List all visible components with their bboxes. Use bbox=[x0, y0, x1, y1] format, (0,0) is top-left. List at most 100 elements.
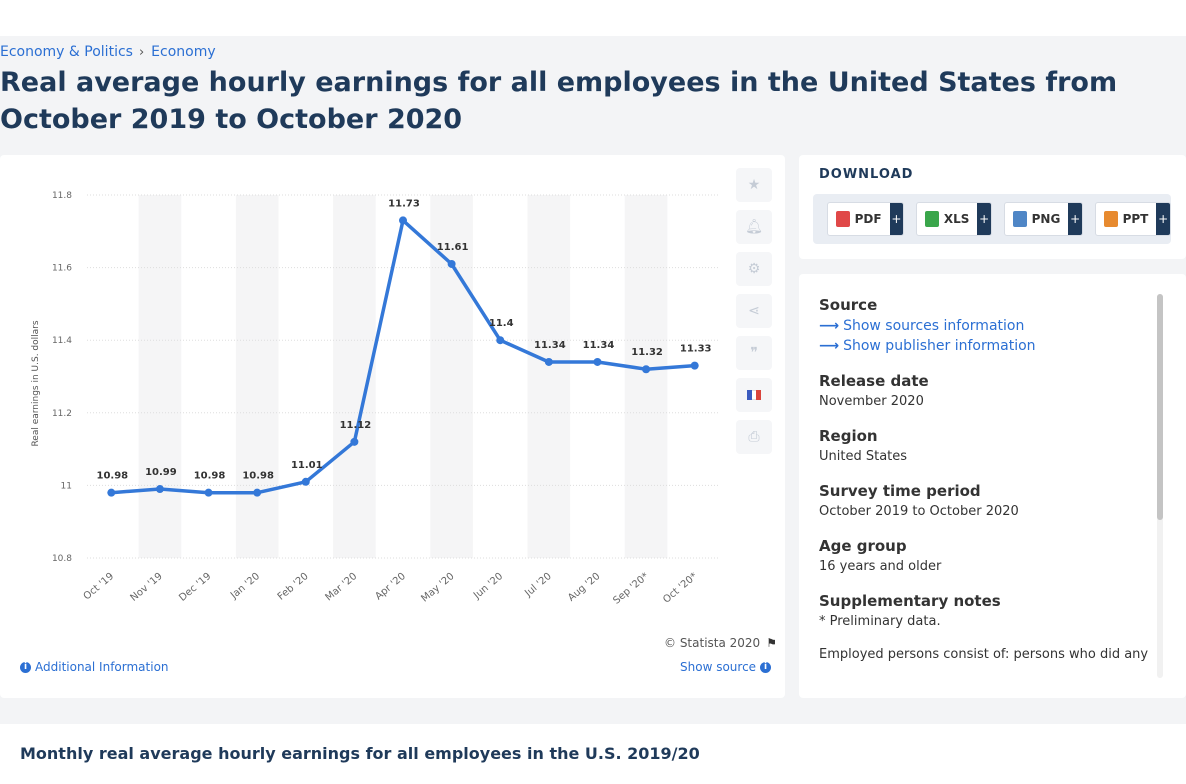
column-band bbox=[624, 195, 668, 558]
data-label: 11.12 bbox=[340, 420, 372, 431]
source-heading: Source bbox=[819, 296, 878, 314]
flag-france-icon[interactable] bbox=[736, 378, 772, 412]
star-icon[interactable]: ★ bbox=[736, 168, 772, 202]
plus-icon: + bbox=[1156, 203, 1170, 235]
page-header bbox=[0, 36, 1186, 154]
data-point[interactable] bbox=[155, 485, 164, 494]
data-label: 10.98 bbox=[242, 471, 274, 482]
data-point[interactable] bbox=[447, 259, 456, 268]
column-bands bbox=[138, 195, 668, 558]
png-icon bbox=[1013, 211, 1027, 227]
line-chart: 10.8 11 11.2 11.4 11.6 11.8 Oct '19 Nov '19 Dec… bbox=[31, 191, 719, 607]
show-source-link[interactable]: Show source i bbox=[680, 660, 772, 674]
x-tick-label: Feb '20 bbox=[276, 571, 311, 603]
plus-icon: + bbox=[1068, 203, 1082, 235]
data-label: 11.33 bbox=[680, 344, 712, 355]
scrollbar-thumb[interactable] bbox=[1157, 294, 1163, 520]
survey-period-value: October 2019 to October 2020 bbox=[819, 504, 1019, 519]
data-point[interactable] bbox=[253, 488, 262, 497]
download-card: DOWNLOAD PDF + XLS + PNG + PPT + bbox=[799, 155, 1186, 259]
related-title[interactable]: Monthly real average hourly earnings for… bbox=[20, 744, 700, 763]
release-date-heading: Release date bbox=[819, 372, 929, 390]
data-label: 11.34 bbox=[583, 340, 615, 351]
region-value: United States bbox=[819, 449, 908, 464]
y-axis-label: Real earnings in U.S. dollars bbox=[31, 320, 41, 446]
show-publisher-link[interactable]: ⟶ Show publisher information bbox=[819, 338, 1149, 354]
data-point[interactable] bbox=[642, 365, 651, 374]
plus-icon: + bbox=[889, 203, 904, 235]
show-sources-label: Show sources information bbox=[843, 318, 1025, 334]
breadcrumb-economy-politics[interactable]: Economy & Politics bbox=[0, 44, 133, 60]
show-publisher-label: Show publisher information bbox=[843, 338, 1036, 354]
data-label: 11.61 bbox=[437, 242, 469, 253]
data-point[interactable] bbox=[204, 488, 213, 497]
xls-icon bbox=[925, 211, 939, 227]
data-label: 11.01 bbox=[291, 460, 323, 471]
info-scrollbar[interactable] bbox=[1157, 294, 1163, 678]
x-tick-label: Mar '20 bbox=[323, 571, 359, 604]
column-band bbox=[430, 195, 473, 558]
x-tick-label: Oct '19 bbox=[82, 571, 117, 603]
download-png-button[interactable]: PNG + bbox=[1004, 202, 1083, 236]
data-point[interactable] bbox=[690, 361, 699, 370]
download-pdf-label: PDF bbox=[854, 212, 882, 226]
download-ppt-button[interactable]: PPT + bbox=[1094, 202, 1171, 236]
column-band bbox=[235, 195, 279, 558]
download-png-label: PNG bbox=[1031, 212, 1061, 226]
x-tick-label: May '20 bbox=[419, 571, 456, 605]
data-labels: 10.98 10.99 10.98 10.98 11.01 11.12 11.73 11.61… bbox=[96, 198, 711, 481]
download-ppt-label: PPT bbox=[1122, 212, 1149, 226]
column-band bbox=[527, 195, 571, 558]
additional-information-link[interactable]: i Additional Information bbox=[20, 660, 169, 674]
x-tick-label: Jan '20 bbox=[228, 571, 262, 602]
x-tick-label: Sep '20* bbox=[611, 571, 651, 607]
supplementary-notes-value: * Preliminary data. bbox=[819, 614, 941, 629]
show-sources-link[interactable]: ⟶ Show sources information bbox=[819, 318, 1149, 334]
page-title: Real average hourly earnings for all emp… bbox=[0, 67, 1118, 135]
share-icon[interactable]: ⋖ bbox=[736, 294, 772, 328]
arrow-right-icon: ⟶ bbox=[819, 338, 840, 354]
y-tick-label: 11.4 bbox=[52, 336, 72, 346]
data-point[interactable] bbox=[350, 437, 359, 446]
region-heading: Region bbox=[819, 427, 878, 445]
series-line bbox=[111, 218, 695, 495]
data-label: 10.98 bbox=[96, 471, 128, 482]
top-bar bbox=[0, 0, 1186, 36]
data-point[interactable] bbox=[593, 357, 602, 366]
breadcrumb-economy[interactable]: Economy bbox=[151, 44, 216, 60]
info-card: Source ⟶ Show sources information ⟶ Show… bbox=[799, 274, 1186, 698]
data-label: 11.32 bbox=[631, 347, 663, 358]
download-title: DOWNLOAD bbox=[819, 167, 914, 182]
data-points bbox=[107, 216, 699, 497]
download-xls-button[interactable]: XLS + bbox=[916, 202, 993, 236]
related-card: Monthly real average hourly earnings for… bbox=[0, 724, 1186, 784]
y-axis-ticks: 10.8 11 11.2 11.4 11.6 11.8 bbox=[52, 191, 72, 564]
data-point[interactable] bbox=[399, 216, 407, 225]
grid-lines bbox=[87, 194, 719, 559]
data-label: 11.4 bbox=[489, 318, 514, 329]
data-point[interactable] bbox=[107, 488, 116, 497]
info-icon: i bbox=[760, 661, 772, 673]
x-tick-label: Aug '20 bbox=[566, 571, 602, 604]
ppt-icon bbox=[1103, 211, 1118, 227]
chart-tools: ★ 🔔︎ ⚙ ⋖ ❞ ⎙ bbox=[736, 168, 772, 462]
plus-icon: + bbox=[977, 203, 991, 235]
info-icon: i bbox=[20, 661, 31, 673]
bell-icon[interactable]: 🔔︎ bbox=[736, 210, 772, 244]
data-label: 10.99 bbox=[145, 467, 177, 478]
copyright-text: © Statista 2020 bbox=[664, 636, 761, 650]
show-source-label: Show source bbox=[680, 660, 757, 674]
age-group-value: 16 years and older bbox=[819, 559, 942, 574]
gear-icon[interactable]: ⚙ bbox=[736, 252, 772, 286]
data-point[interactable] bbox=[496, 336, 505, 345]
data-point[interactable] bbox=[301, 477, 310, 486]
quote-icon[interactable]: ❞ bbox=[736, 336, 772, 370]
chart-card: 10.8 11 11.2 11.4 11.6 11.8 Oct '19 Nov '19 Dec… bbox=[0, 155, 785, 698]
survey-period-heading: Survey time period bbox=[819, 482, 981, 500]
data-point[interactable] bbox=[544, 357, 553, 366]
print-icon[interactable]: ⎙ bbox=[736, 420, 772, 454]
arrow-right-icon: ⟶ bbox=[819, 318, 840, 334]
download-xls-label: XLS bbox=[943, 212, 970, 226]
x-tick-label: Nov '19 bbox=[129, 571, 165, 604]
download-pdf-button[interactable]: PDF + bbox=[827, 202, 905, 236]
